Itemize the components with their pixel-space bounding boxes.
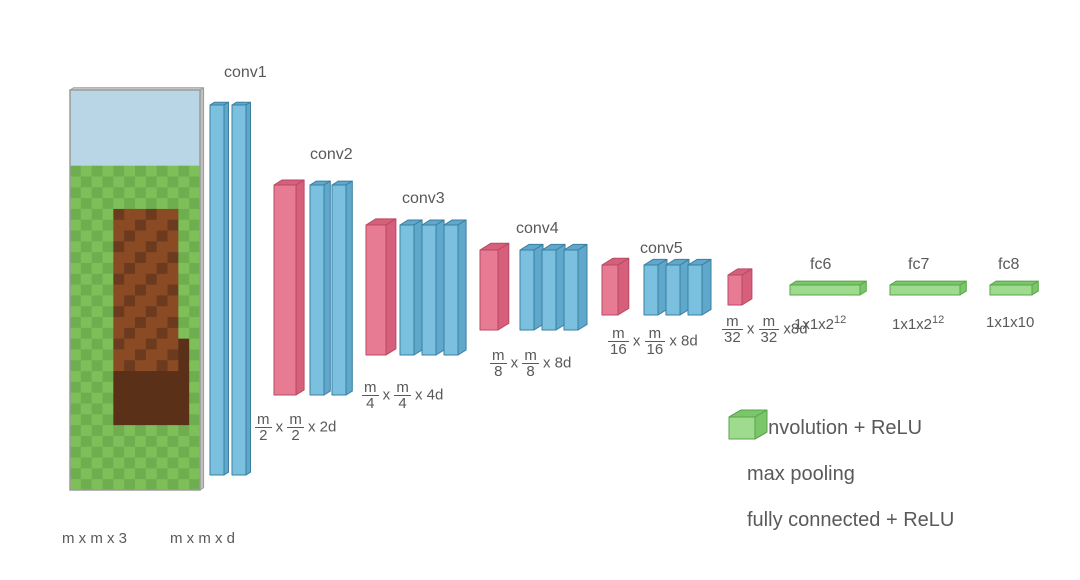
legend-row: max pooling [725,451,954,497]
dimension-label: 1x1x10 [986,314,1034,331]
layer-label: conv2 [310,146,353,164]
dimension-label: m16 x m16 x 8d [608,326,698,357]
dimension-label: m2 x m2 x 2d [255,412,336,443]
layer-label: fc7 [908,256,929,274]
dimension-label: m x m x d [170,530,235,547]
legend-text: convolution + ReLU [747,417,922,440]
layer-label: conv3 [402,190,445,208]
layer-label: conv5 [640,240,683,258]
layer-label: conv1 [224,64,267,82]
legend: convolution + ReLU max pooling fully conne… [725,405,954,543]
dimension-label: m4 x m4 x 4d [362,380,443,411]
legend-swatch-icon [725,405,771,445]
layer-label: fc8 [998,256,1019,274]
input-dimension-label: m x m x 3 [62,530,127,547]
layer-label: conv4 [516,220,559,238]
legend-text: max pooling [747,463,855,486]
dimension-label: 1x1x212 [794,314,846,333]
legend-row: fully connected + ReLU [725,497,954,543]
legend-text: fully connected + ReLU [747,509,954,532]
dimension-label: 1x1x212 [892,314,944,333]
layer-label: fc6 [810,256,831,274]
dimension-label: m8 x m8 x 8d [490,348,571,379]
